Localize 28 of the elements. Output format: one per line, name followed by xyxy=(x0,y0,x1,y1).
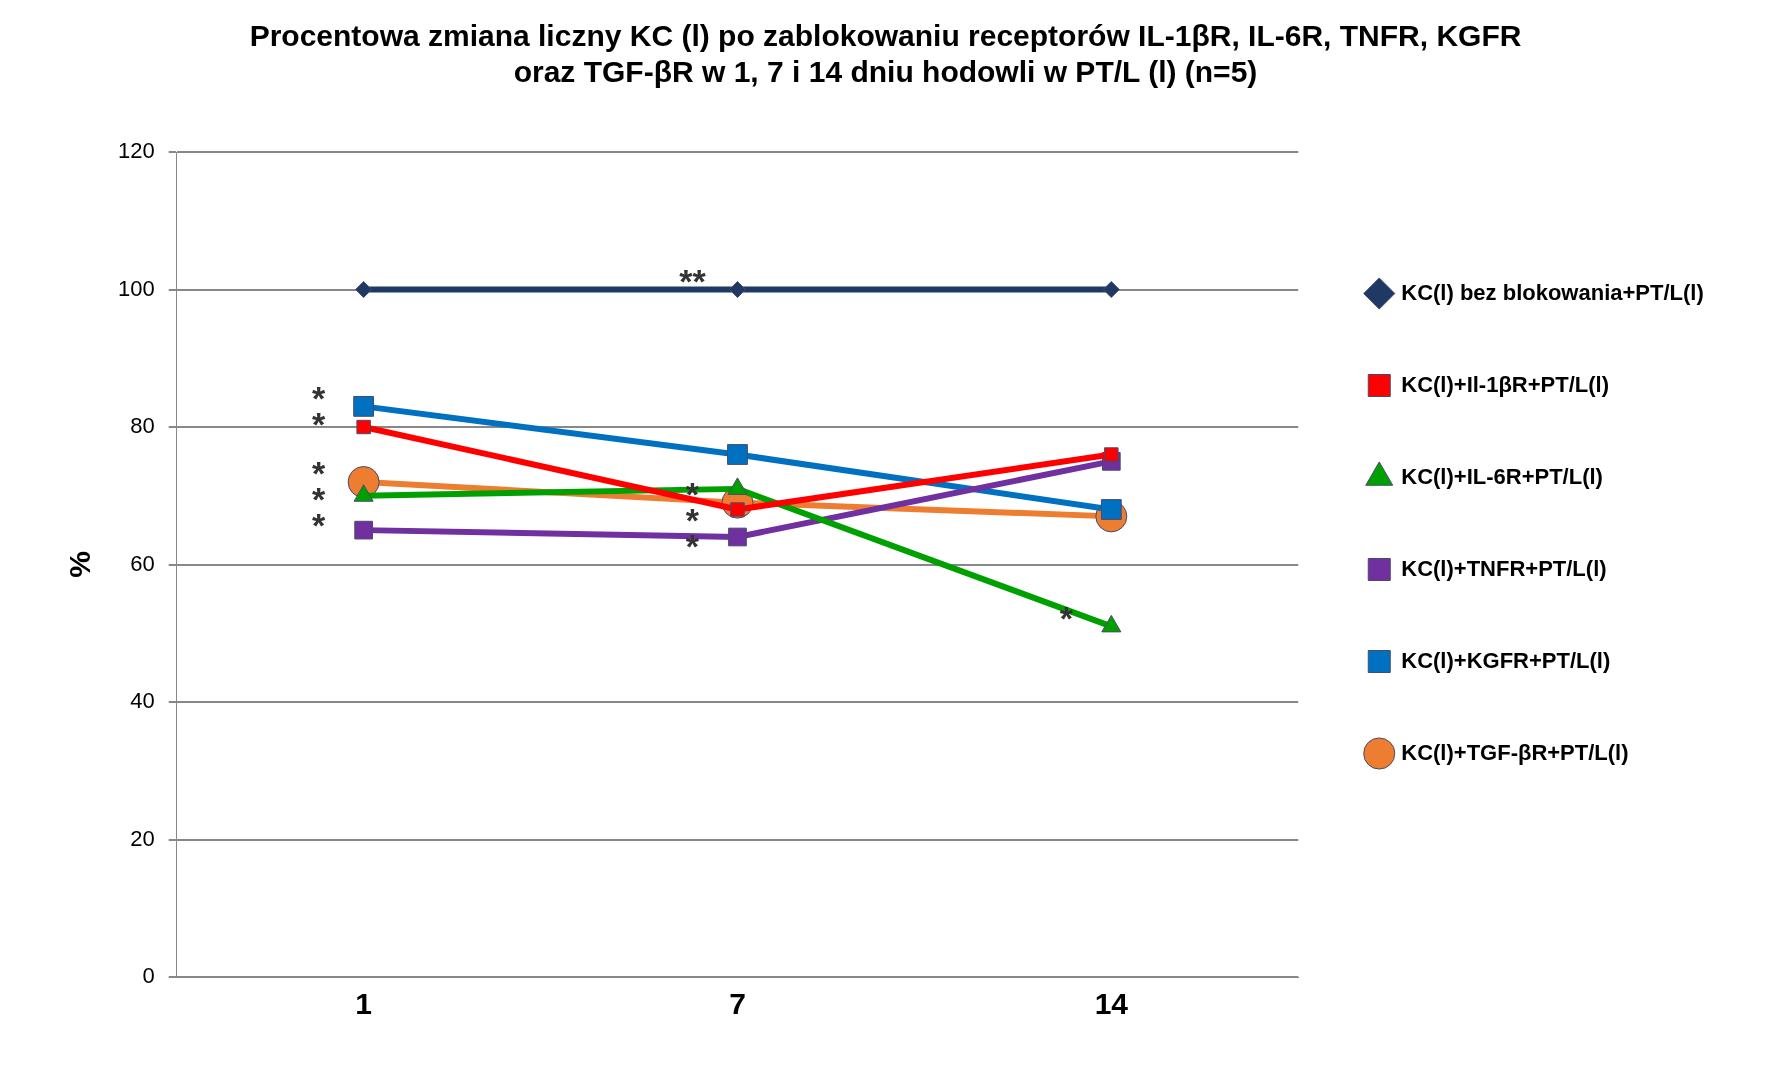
y-tick-label: 20 xyxy=(130,825,155,851)
x-tick-label: 14 xyxy=(1094,987,1129,1021)
legend-label: KC(l)+KGFR+PT/L(l) xyxy=(1401,647,1611,673)
point xyxy=(728,527,747,547)
point xyxy=(355,281,373,298)
point xyxy=(1102,281,1120,298)
y-tick-label: 100 xyxy=(117,275,155,301)
y-tick-label: 120 xyxy=(117,138,155,164)
legend-label: KC(l)+IL-6R+PT/L(l) xyxy=(1401,463,1603,489)
x-tick-label: 7 xyxy=(729,987,746,1021)
y-tick-label: 80 xyxy=(130,413,155,439)
point xyxy=(356,419,371,435)
y-axis-title: % xyxy=(63,551,97,578)
legend-label: KC(l)+TGF-βR+PT/L(l) xyxy=(1401,739,1629,765)
y-tick-label: 60 xyxy=(130,550,155,576)
legend-label: KC(l) bez blokowania+PT/L(l) xyxy=(1401,279,1704,305)
legend-label: KC(l)+TNFR+PT/L(l) xyxy=(1401,555,1607,581)
legend-label: KC(l)+Il-1βR+PT/L(l) xyxy=(1401,371,1610,397)
point xyxy=(1104,447,1119,462)
annotation: ** xyxy=(679,261,707,300)
x-tick-label: 1 xyxy=(355,987,372,1021)
point xyxy=(354,520,373,540)
point xyxy=(353,395,375,417)
point xyxy=(728,281,746,298)
y-tick-label: 40 xyxy=(130,688,155,714)
y-tick-label: 0 xyxy=(142,963,155,989)
chart-title: Procentowa zmiana liczny KC (l) po zablokowaniu receptorów IL-1βR, IL-6R, TNFR, KGFR oraz TGF-βR w 1, 7 i 14 dniu hodowli w PT/L (l) (n=5) xyxy=(249,19,1522,89)
point xyxy=(727,444,748,465)
